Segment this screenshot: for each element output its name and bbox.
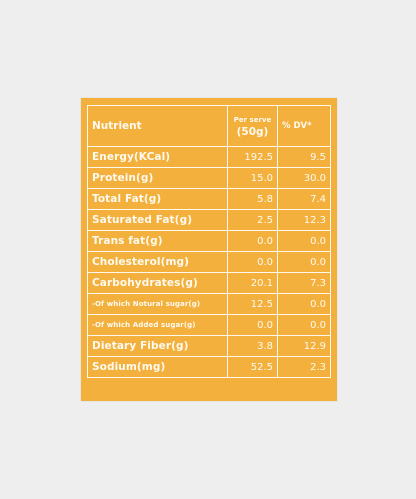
nutrition-label-panel: Nutrient Per serve (50g) % DV* Energy(KC…	[81, 98, 337, 401]
table-row: Sodium(mg) 52.5 2.3	[87, 356, 331, 378]
header-nutrient: Nutrient	[87, 105, 228, 147]
table-row: Energy(KCal) 192.5 9.5	[87, 146, 331, 168]
daily-value-percent: 0.0	[277, 251, 331, 273]
nutrient-name: Total Fat(g)	[87, 188, 228, 210]
per-serve-value: 192.5	[227, 146, 278, 168]
daily-value-percent: 7.3	[277, 272, 331, 294]
nutrient-name: Protein(g)	[87, 167, 228, 189]
nutrient-name: -Of which Notural sugar(g)	[87, 293, 228, 315]
nutrient-name: Sodium(mg)	[87, 356, 228, 378]
table-row: Total Fat(g) 5.8 7.4	[87, 188, 331, 210]
nutrition-table: Nutrient Per serve (50g) % DV* Energy(KC…	[87, 105, 331, 378]
per-serve-value: 20.1	[227, 272, 278, 294]
per-serve-value: 0.0	[227, 251, 278, 273]
nutrient-name: Cholesterol(mg)	[87, 251, 228, 273]
daily-value-percent: 0.0	[277, 293, 331, 315]
daily-value-percent: 7.4	[277, 188, 331, 210]
daily-value-percent: 0.0	[277, 230, 331, 252]
nutrient-name: Energy(KCal)	[87, 146, 228, 168]
nutrient-name: Saturated Fat(g)	[87, 209, 228, 231]
per-serve-value: 2.5	[227, 209, 278, 231]
per-serve-value: 52.5	[227, 356, 278, 378]
table-row: Saturated Fat(g) 2.5 12.3	[87, 209, 331, 231]
table-row: -Of which Added sugar(g) 0.0 0.0	[87, 314, 331, 336]
header-per-serve: Per serve (50g)	[227, 105, 278, 147]
per-serve-value: 0.0	[227, 314, 278, 336]
daily-value-percent: 9.5	[277, 146, 331, 168]
per-serve-value: 5.8	[227, 188, 278, 210]
header-serve-size: (50g)	[236, 126, 269, 138]
per-serve-value: 12.5	[227, 293, 278, 315]
per-serve-value: 0.0	[227, 230, 278, 252]
nutrient-name: -Of which Added sugar(g)	[87, 314, 228, 336]
per-serve-value: 3.8	[227, 335, 278, 357]
header-per-serve-label: Per serve	[233, 116, 272, 124]
header-daily-value: % DV*	[277, 105, 331, 147]
daily-value-percent: 0.0	[277, 314, 331, 336]
table-row: Trans fat(g) 0.0 0.0	[87, 230, 331, 252]
per-serve-value: 15.0	[227, 167, 278, 189]
daily-value-percent: 12.9	[277, 335, 331, 357]
table-row: Cholesterol(mg) 0.0 0.0	[87, 251, 331, 273]
daily-value-percent: 30.0	[277, 167, 331, 189]
table-row: Carbohydrates(g) 20.1 7.3	[87, 272, 331, 294]
daily-value-percent: 2.3	[277, 356, 331, 378]
table-row: Dietary Fiber(g) 3.8 12.9	[87, 335, 331, 357]
daily-value-percent: 12.3	[277, 209, 331, 231]
table-row: -Of which Notural sugar(g) 12.5 0.0	[87, 293, 331, 315]
table-row: Protein(g) 15.0 30.0	[87, 167, 331, 189]
nutrient-name: Dietary Fiber(g)	[87, 335, 228, 357]
nutrient-name: Carbohydrates(g)	[87, 272, 228, 294]
table-header-row: Nutrient Per serve (50g) % DV*	[87, 105, 331, 147]
nutrient-name: Trans fat(g)	[87, 230, 228, 252]
